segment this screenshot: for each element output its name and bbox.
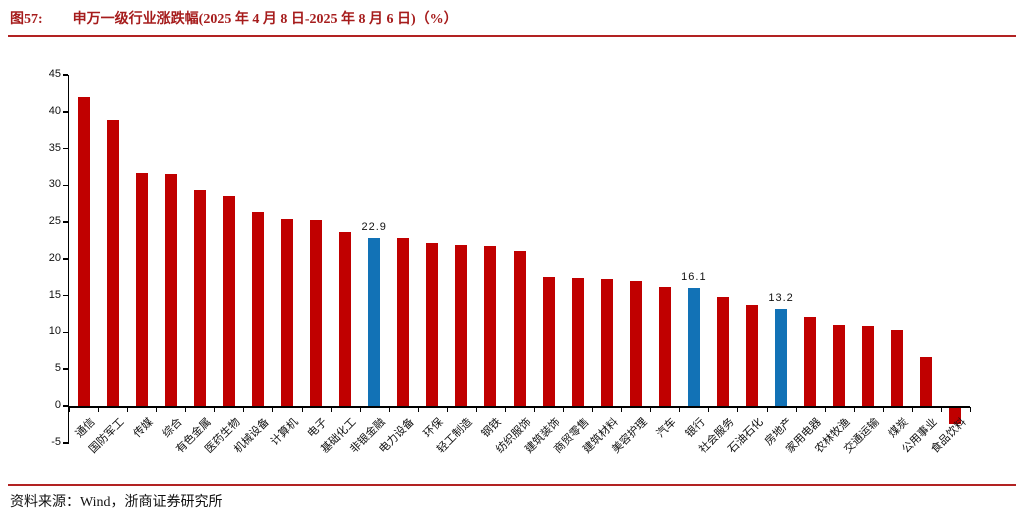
- bar-家用电器: [804, 316, 817, 406]
- x-axis-tick: [621, 407, 623, 412]
- bar-综合: [164, 173, 177, 406]
- x-axis-tick: [795, 407, 797, 412]
- x-axis-tick: [504, 407, 506, 412]
- bar-value-label: 16.1: [681, 270, 707, 283]
- x-axis-tick: [272, 407, 274, 412]
- bar-建筑装饰: [542, 276, 555, 406]
- source-note: 资料来源：Wind，浙商证券研究所: [10, 495, 223, 510]
- y-axis-tick-label: -5: [51, 435, 61, 448]
- bar-汽车: [658, 286, 671, 406]
- x-axis-tick: [940, 407, 942, 412]
- x-axis-tick: [243, 407, 245, 412]
- bar-国防军工: [106, 119, 119, 406]
- x-axis-tick: [650, 407, 652, 412]
- x-axis-tick: [679, 407, 681, 412]
- y-axis-tick: [63, 368, 68, 370]
- x-axis-line: [69, 406, 970, 408]
- bar-通信: [77, 97, 90, 406]
- y-axis-tick: [63, 74, 68, 76]
- x-axis-tick: [882, 407, 884, 412]
- x-axis-tick: [824, 407, 826, 412]
- bar-电子: [310, 219, 323, 406]
- bar-房地产: [775, 308, 788, 406]
- figure-title: 申万一级行业涨跌幅(2025 年 4 月 8 日-2025 年 8 月 6 日)…: [72, 12, 458, 27]
- x-axis-tick: [911, 407, 913, 412]
- x-axis-tick: [534, 407, 536, 412]
- x-axis-tick: [708, 407, 710, 412]
- bar-建筑材料: [600, 278, 613, 406]
- bar-环保: [426, 243, 439, 406]
- y-axis-tick: [63, 331, 68, 334]
- bar-公用事业: [920, 356, 933, 406]
- bar-计算机: [280, 219, 293, 406]
- bar-银行: [687, 287, 700, 406]
- x-axis-tick: [98, 407, 100, 412]
- y-axis-tick-label: 45: [48, 68, 61, 80]
- x-axis-tick: [417, 407, 419, 412]
- y-axis-tick-label: 30: [48, 178, 61, 191]
- x-axis-tick: [185, 407, 187, 412]
- figure-number-label: 图57:: [10, 12, 43, 27]
- y-axis-tick: [63, 405, 68, 407]
- x-axis-tick: [388, 407, 390, 412]
- bar-食品饮料: [949, 407, 962, 424]
- bar-电力设备: [397, 238, 410, 406]
- y-axis-tick-label: 20: [48, 251, 61, 264]
- bar-机械设备: [251, 211, 264, 406]
- y-axis-tick: [63, 111, 68, 113]
- x-axis-tick: [766, 407, 768, 412]
- y-axis-tick-label: 10: [48, 325, 61, 338]
- bar-chart-plot-area: 45 40 35 30 25 20 15 10 5 0 -5 通信 国防军工 传媒 综合 有色金属 医药生物 机械…: [49, 68, 971, 456]
- x-axis-tick: [214, 407, 216, 412]
- bar-交通运输: [862, 325, 875, 406]
- x-axis-tick: [301, 407, 303, 412]
- bar-钢铁: [484, 245, 497, 406]
- bar-有色金属: [193, 189, 206, 406]
- y-axis-tick: [63, 184, 68, 187]
- y-axis-tick-label: 35: [48, 141, 61, 154]
- y-axis-tick: [63, 258, 68, 260]
- bar-value-label: 22.9: [361, 220, 387, 233]
- x-axis-tick: [330, 407, 332, 412]
- bar-轻工制造: [455, 244, 468, 406]
- x-axis-tick: [475, 407, 477, 412]
- x-axis-tick: [592, 407, 594, 412]
- bar-非银金融: [368, 237, 381, 406]
- bar-基础化工: [339, 231, 352, 406]
- figure-header: 图57: 申万一级行业涨跌幅(2025 年 4 月 8 日-2025 年 8 月 …: [10, 8, 1010, 28]
- y-axis-tick: [63, 147, 68, 150]
- x-axis-tick: [970, 407, 971, 412]
- bar-纺织服饰: [513, 250, 526, 406]
- bar-美容护理: [629, 280, 642, 406]
- y-axis-tick-label: 0: [54, 399, 61, 411]
- y-axis-tick-label: 25: [48, 215, 61, 228]
- bar-医药生物: [222, 196, 235, 406]
- bar-石油石化: [746, 305, 759, 406]
- x-axis-tick: [737, 407, 739, 412]
- y-axis-tick-label: 40: [48, 104, 61, 117]
- footer-divider-line: [8, 484, 1016, 486]
- x-axis-tick: [127, 407, 129, 412]
- x-axis-tick: [446, 407, 448, 412]
- x-axis-tick: [69, 407, 70, 412]
- y-axis-tick-label: 15: [48, 288, 61, 301]
- bar-农林牧渔: [833, 325, 846, 406]
- header-divider-line: [8, 35, 1016, 37]
- y-axis-tick: [63, 442, 68, 444]
- x-axis-tick: [563, 407, 565, 412]
- y-axis-tick-label: 5: [54, 362, 61, 375]
- bar-社会服务: [716, 297, 729, 406]
- x-axis-tick: [853, 407, 855, 412]
- bar-商贸零售: [571, 278, 584, 406]
- x-axis-tick: [156, 407, 158, 412]
- y-axis-tick: [63, 221, 68, 223]
- y-axis-tick: [63, 294, 68, 297]
- bar-传媒: [135, 172, 148, 406]
- bar-value-label: 13.2: [768, 291, 794, 304]
- x-axis-tick: [359, 407, 361, 412]
- bar-煤炭: [891, 330, 904, 406]
